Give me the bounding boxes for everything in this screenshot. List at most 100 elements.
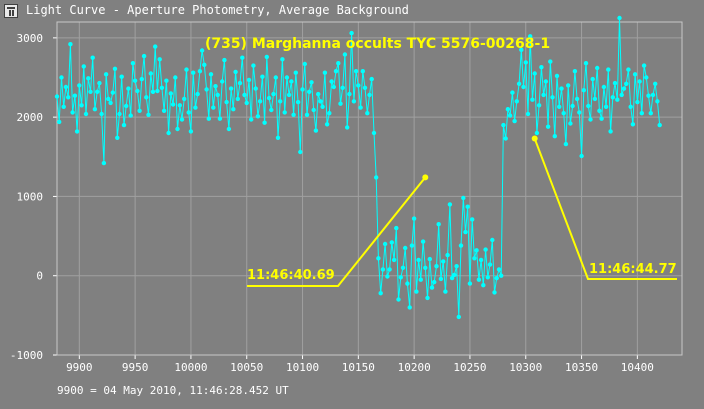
data-point xyxy=(159,85,165,91)
data-point xyxy=(552,134,557,139)
data-point xyxy=(251,63,256,68)
data-point xyxy=(121,122,127,128)
title-bar: Light Curve - Aperture Photometry, Avera… xyxy=(0,0,704,22)
data-point xyxy=(228,86,234,91)
data-point xyxy=(409,243,415,248)
data-point xyxy=(646,93,651,98)
data-point xyxy=(592,96,598,102)
data-point xyxy=(206,116,211,121)
data-point xyxy=(54,94,60,99)
data-point xyxy=(282,110,287,115)
data-point xyxy=(235,96,240,102)
data-point xyxy=(191,70,196,75)
data-point xyxy=(313,128,319,133)
data-point xyxy=(327,111,332,116)
x-tick-label: 10000 xyxy=(174,361,207,374)
data-point xyxy=(211,105,216,110)
data-point xyxy=(117,111,122,117)
data-point xyxy=(550,95,555,100)
data-point xyxy=(626,67,631,72)
data-point xyxy=(197,69,203,74)
x-tick-label: 9900 xyxy=(66,361,93,374)
data-point xyxy=(166,130,171,136)
data-point xyxy=(539,65,544,70)
data-point xyxy=(490,237,495,243)
data-point xyxy=(112,66,118,72)
data-point xyxy=(271,91,276,97)
data-point xyxy=(101,160,107,166)
data-point xyxy=(99,111,104,117)
data-point xyxy=(458,243,464,248)
data-point xyxy=(128,113,133,118)
data-point xyxy=(347,91,352,97)
data-point xyxy=(345,125,350,130)
data-point xyxy=(356,83,361,88)
data-point xyxy=(57,119,62,125)
data-point xyxy=(311,107,316,113)
y-tick-label: 1000 xyxy=(17,190,44,203)
data-point xyxy=(59,75,64,80)
data-point xyxy=(512,118,517,124)
data-point xyxy=(103,72,109,77)
data-point xyxy=(322,70,328,75)
data-point xyxy=(617,15,622,21)
data-point xyxy=(648,111,653,116)
data-point xyxy=(441,259,446,264)
data-point xyxy=(222,57,227,63)
data-point xyxy=(79,103,84,108)
data-point xyxy=(423,265,428,270)
data-point xyxy=(139,76,144,82)
data-point xyxy=(365,111,370,116)
data-point xyxy=(476,277,482,282)
annotation-leader-line xyxy=(247,176,427,287)
data-point xyxy=(438,276,444,282)
data-point xyxy=(581,88,586,93)
data-point xyxy=(242,92,247,98)
data-point xyxy=(61,104,66,110)
data-point xyxy=(407,305,412,310)
data-point xyxy=(260,74,265,79)
data-point xyxy=(249,117,254,122)
data-point xyxy=(499,273,504,278)
data-point xyxy=(135,88,140,94)
data-point xyxy=(534,130,540,136)
data-point xyxy=(478,257,484,263)
data-point xyxy=(434,264,439,269)
data-point xyxy=(432,279,437,285)
data-point xyxy=(146,112,151,118)
x-tick-label: 10050 xyxy=(230,361,263,374)
data-series xyxy=(54,15,662,320)
data-point xyxy=(443,289,448,294)
data-point xyxy=(97,80,102,86)
time-reference-footer: 9900 = 04 May 2010, 11:46:28.452 UT xyxy=(57,384,289,397)
data-point xyxy=(519,47,524,52)
data-point xyxy=(396,297,401,302)
data-point xyxy=(599,116,604,121)
data-point xyxy=(405,281,410,286)
data-point xyxy=(92,107,98,112)
data-point xyxy=(88,89,93,95)
data-point xyxy=(630,122,636,127)
data-point xyxy=(119,74,124,79)
y-tick-label: 0 xyxy=(36,270,43,283)
data-point xyxy=(530,97,535,102)
x-tick-label: 10350 xyxy=(565,361,598,374)
data-point xyxy=(168,91,173,96)
x-tick-label: 10300 xyxy=(509,361,542,374)
data-point xyxy=(215,92,220,98)
data-point xyxy=(501,122,506,128)
data-point xyxy=(150,89,156,95)
data-point xyxy=(632,72,638,77)
data-point xyxy=(141,53,147,59)
data-point xyxy=(295,99,301,105)
data-point xyxy=(521,84,526,90)
data-point xyxy=(621,86,627,91)
data-point xyxy=(543,79,548,84)
data-point xyxy=(289,79,294,84)
x-tick-label: 10100 xyxy=(286,361,319,374)
data-point xyxy=(106,96,111,102)
x-tick-label: 10250 xyxy=(453,361,486,374)
data-point xyxy=(507,113,513,118)
data-point xyxy=(184,67,189,72)
